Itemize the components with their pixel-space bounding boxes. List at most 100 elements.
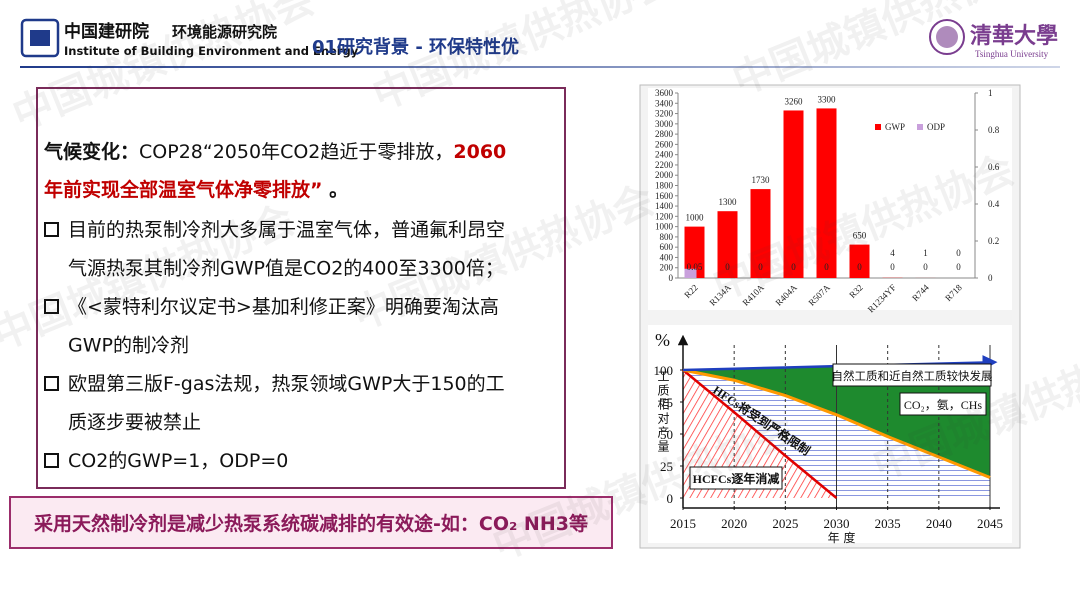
bar [717, 211, 738, 278]
annotation: CO₂，氨，CHs [904, 398, 983, 412]
data-label: 4 [890, 248, 895, 258]
x-tick-label: 2035 [875, 516, 901, 531]
y-tick-label: 200 [660, 263, 674, 273]
y2-tick-label: 0.4 [988, 199, 1000, 209]
lead-line: 年前实现全部温室气体净零排放” 。 [44, 178, 348, 201]
bullet-square [44, 453, 59, 468]
y-tick-label: 2400 [655, 150, 674, 160]
bullet-text: GWP的制冷剂 [68, 335, 189, 357]
y2-tick-label: 1 [988, 88, 993, 98]
x-tick-label: 2040 [926, 516, 952, 531]
y-tick-label: 25 [660, 459, 673, 474]
lead-highlight: 2060 [453, 141, 506, 163]
y2-tick-label: 0 [988, 273, 993, 283]
data-label: 3260 [785, 96, 804, 106]
banner-box [9, 496, 613, 549]
bullet-text: 质逐步要被禁止 [68, 412, 201, 434]
y-tick-label: 0 [669, 273, 674, 283]
data-label: 1000 [686, 213, 705, 223]
lead-line: 气候变化：COP28“2050年CO2趋近于零排放，2060 [43, 140, 506, 163]
y-tick-label: 1200 [655, 211, 674, 221]
legend-swatch [875, 124, 881, 130]
bullet-text: 气源热泵其制冷剂GWP值是CO2的400至3300倍； [68, 258, 504, 280]
y2-tick-label: 0.8 [988, 125, 1000, 135]
y-tick-label: 3000 [655, 119, 674, 129]
data-label: 0 [791, 262, 796, 272]
data-label: 0 [857, 262, 862, 272]
data-label: 0 [923, 262, 928, 272]
content-box [36, 87, 566, 489]
bullet-text: 目前的热泵制冷剂大多属于温室气体，普通氟利昂空 [68, 219, 505, 241]
series-line [682, 368, 991, 479]
data-label: 0 [890, 262, 895, 272]
y-tick-label: 800 [660, 232, 674, 242]
bar [684, 268, 697, 278]
bar [783, 110, 804, 278]
data-label: 650 [853, 231, 867, 241]
org-en: Institute of Building Environment and En… [64, 44, 359, 58]
x-tick-label: 2020 [721, 516, 747, 531]
y-tick-label: 100 [654, 363, 674, 378]
data-label: 1730 [752, 175, 771, 185]
header-rule [20, 66, 1060, 68]
legend-label: GWP [885, 122, 905, 132]
data-label: 0 [824, 262, 829, 272]
legend-swatch [917, 124, 923, 130]
logo [20, 18, 60, 58]
univ-cn: 清華大學 [970, 23, 1058, 48]
y-tick-label: 2000 [655, 170, 674, 180]
section-title: 01研究背景 - 环保特性优 [312, 36, 519, 58]
bullet-square [44, 222, 59, 237]
x-tick-label: 2015 [670, 516, 696, 531]
lead-label: 气候变化： [43, 140, 139, 163]
y-label: 工质相对产量 [656, 370, 670, 454]
org-cn: 中国建研院 [64, 21, 149, 42]
bar [684, 226, 705, 278]
y-tick-label: 3200 [655, 109, 674, 119]
data-label: 0 [956, 262, 961, 272]
bullet-text: CO2的GWP=1，ODP=0 [68, 450, 288, 472]
y-tick-label: 1600 [655, 191, 674, 201]
annotation-box [832, 363, 992, 387]
annotation: 自然工质和近自然工质较快发展 [832, 369, 993, 383]
annotation: HCFCs逐年消减 [693, 471, 780, 486]
y-tick-label: 1000 [655, 222, 674, 232]
series-line [682, 369, 838, 499]
lead-end: 。 [323, 179, 349, 201]
data-label: 1 [923, 248, 928, 258]
data-label: 0 [758, 262, 763, 272]
data-label: 0.05 [687, 262, 703, 272]
y-tick-label: 2200 [655, 160, 674, 170]
header: 中国建研院 环境能源研究院 Institute of Building Envi… [20, 18, 1060, 68]
line-chart: 2015 2020 2025 2030 2035 2040 2045 0 25 50 75 100% 工… [654, 330, 1004, 545]
y-tick-label: 75 [660, 395, 673, 410]
univ-logo [929, 19, 965, 55]
y-tick-label: 1400 [655, 201, 674, 211]
y-tick-label: 3400 [655, 98, 674, 108]
x-tick-label: 2045 [977, 516, 1003, 531]
x-label: 年 度 [828, 530, 856, 545]
data-label: 0 [725, 262, 730, 272]
y2-tick-label: 0.6 [988, 162, 1000, 172]
annotation-box [899, 392, 987, 416]
dept-cn: 环境能源研究院 [172, 23, 277, 41]
lead-text: COP28“2050年CO2趋近于零排放， [139, 141, 453, 163]
bullet-square [44, 376, 59, 391]
data-label: 1300 [719, 197, 738, 207]
banner-text: 采用天然制冷剂是减少热泵系统碳减排的有效途-如：CO₂ NH3等 [34, 512, 588, 535]
legend-label: ODP [927, 122, 945, 132]
y-tick-label: 1800 [655, 181, 674, 191]
lead-highlight: 年前实现全部温室气体净零排放” [44, 178, 323, 201]
natural-area [683, 362, 990, 478]
logo-mark [30, 30, 50, 46]
y-tick-label: 2800 [655, 129, 674, 139]
univ-en: Tsinghua University [975, 49, 1049, 59]
univ-logo-inner [936, 26, 958, 48]
bullet-square [44, 299, 59, 314]
bullet-text: 《<蒙特利尔议定书>基加利修正案》明确要淘汰高 [68, 296, 499, 318]
bar [750, 189, 771, 278]
y-tick-label: 50 [660, 427, 673, 442]
annotation-box [689, 466, 783, 490]
y-tick-label: 2600 [655, 139, 674, 149]
